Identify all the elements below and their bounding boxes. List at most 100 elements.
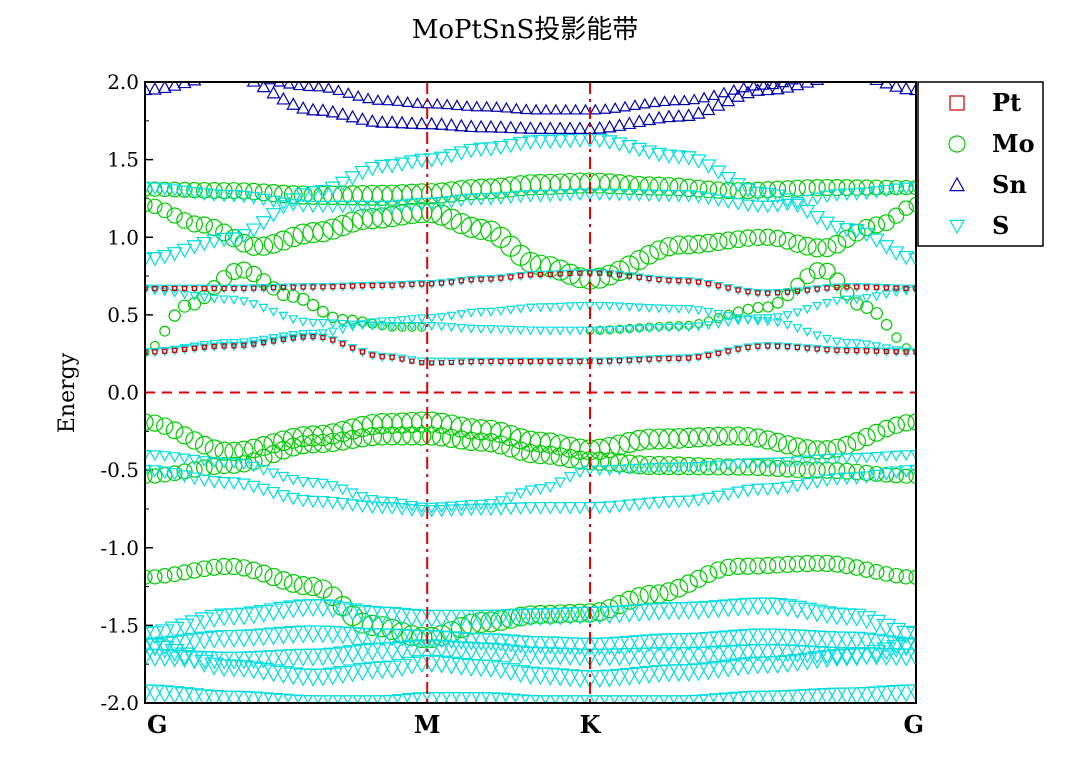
band-marker-s	[601, 135, 618, 150]
band-marker-s	[377, 321, 388, 331]
band-marker-mo	[850, 297, 864, 311]
band-marker-s	[800, 478, 815, 491]
band-marker-s	[296, 200, 311, 213]
band-marker-s	[520, 635, 541, 655]
band-marker-mo	[748, 428, 768, 448]
band-marker-pt	[854, 348, 860, 354]
band-marker-sn	[464, 119, 479, 133]
band-marker-s	[356, 492, 369, 503]
band-marker-mo	[659, 456, 679, 476]
band-marker-pt	[557, 358, 563, 365]
band-marker-s	[643, 463, 656, 475]
band-marker-mo	[787, 437, 807, 457]
band-marker-sn	[411, 97, 424, 108]
band-marker-mo	[769, 180, 787, 198]
band-marker-pt	[498, 275, 504, 281]
band-marker-pt	[597, 358, 603, 364]
band-marker-s	[209, 294, 220, 304]
band-marker-s	[701, 492, 716, 506]
band-marker-mo	[778, 231, 797, 250]
band-marker-s	[672, 462, 685, 474]
band-marker-mo	[235, 261, 253, 279]
band-marker-pt	[834, 284, 840, 290]
band-marker-pt	[527, 272, 534, 278]
band-marker-pt	[438, 360, 445, 366]
band-marker-mo	[829, 272, 846, 289]
band-marker-s	[218, 457, 231, 469]
band-marker-pt	[300, 284, 306, 290]
band-marker-mo	[599, 173, 620, 194]
band-marker-s	[480, 642, 501, 661]
band-marker-s	[444, 504, 459, 518]
band-marker-mo	[550, 604, 570, 624]
band-marker-s	[563, 501, 578, 515]
band-marker-sn	[503, 120, 518, 134]
band-marker-pt	[676, 278, 682, 284]
band-marker-s	[451, 609, 472, 628]
band-marker-pt	[537, 358, 543, 365]
band-marker-pt	[784, 289, 791, 295]
band-marker-mo	[431, 427, 452, 447]
band-marker-mo	[205, 558, 223, 576]
band-marker-s	[691, 494, 706, 508]
band-marker-s	[236, 478, 251, 492]
band-marker-pt	[824, 347, 830, 353]
band-marker-s	[188, 454, 201, 466]
band-marker-s	[648, 633, 670, 652]
band-marker-mo	[244, 452, 263, 470]
band-marker-s	[750, 200, 765, 214]
band-marker-sn	[747, 82, 760, 91]
band-marker-s	[560, 607, 581, 626]
band-marker-sn	[371, 94, 384, 105]
band-marker-s	[881, 290, 892, 300]
band-marker-s	[293, 694, 314, 703]
band-marker-s	[404, 504, 419, 517]
band-marker-sn	[228, 69, 240, 80]
band-marker-pt	[261, 285, 267, 291]
band-marker-mo	[372, 426, 392, 446]
band-marker-s	[682, 462, 695, 474]
band-marker-s	[194, 631, 215, 650]
band-marker-s	[747, 628, 768, 647]
band-marker-s	[866, 644, 887, 663]
band-marker-s	[849, 188, 864, 201]
band-marker-s	[836, 631, 857, 650]
band-marker-mo	[530, 604, 550, 625]
band-marker-mo	[303, 576, 323, 597]
band-marker-pt	[241, 285, 247, 291]
band-marker-pt	[468, 359, 474, 365]
band-marker-sn	[539, 103, 552, 115]
band-marker-sn	[282, 82, 295, 89]
band-marker-s	[184, 615, 205, 634]
band-marker-s	[544, 482, 557, 493]
band-marker-s	[822, 299, 833, 309]
legend-label-mo: Mo	[992, 129, 1035, 158]
band-marker-s	[880, 451, 893, 463]
band-marker-s	[589, 695, 610, 703]
band-marker-sn	[559, 103, 572, 115]
band-marker-s	[905, 684, 916, 703]
band-marker-sn	[434, 117, 449, 130]
band-marker-s	[634, 324, 645, 334]
band-marker-mo	[337, 313, 349, 326]
legend-label-sn: Sn	[992, 170, 1027, 199]
band-marker-s	[642, 189, 657, 203]
band-marker-s	[619, 635, 640, 654]
band-marker-s	[678, 663, 699, 683]
band-marker-mo	[719, 558, 737, 576]
band-marker-s	[604, 326, 615, 336]
band-marker-s	[206, 234, 223, 249]
band-marker-s	[841, 338, 852, 348]
band-marker-pt	[844, 347, 850, 354]
band-marker-mo	[470, 218, 492, 240]
band-marker-s	[167, 468, 182, 481]
band-marker-s	[198, 456, 211, 467]
band-marker-mo	[501, 438, 521, 458]
band-marker-s	[594, 326, 605, 336]
band-marker-pt	[310, 284, 316, 290]
band-marker-s	[747, 690, 768, 703]
band-marker-s	[421, 654, 442, 673]
band-marker-mo	[867, 216, 886, 234]
band-marker-sn	[622, 116, 637, 130]
band-marker-s	[362, 642, 383, 661]
